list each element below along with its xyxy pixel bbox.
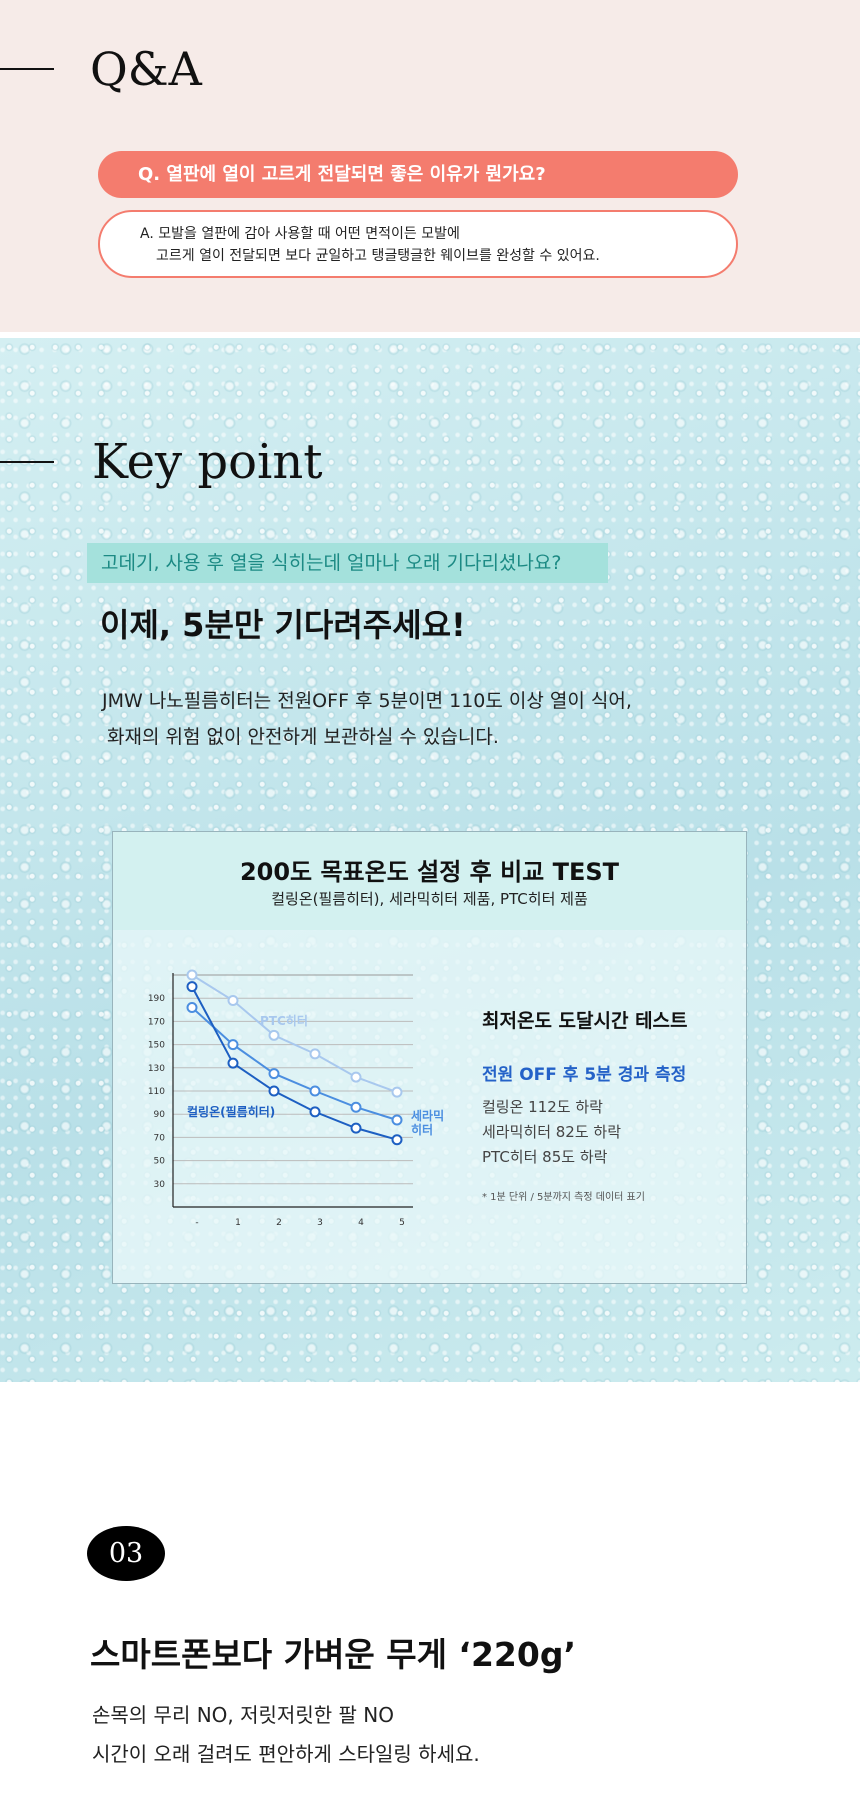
result-title: 최저온도 도달시간 테스트 bbox=[482, 1010, 688, 1032]
x-tick-label: 5 bbox=[399, 1218, 405, 1228]
point bbox=[186, 1001, 198, 1013]
result-subtitle: 전원 OFF 후 5분 경과 측정 bbox=[482, 1065, 687, 1085]
headline: 이제, 5분만 기다려주세요! bbox=[100, 606, 466, 644]
point bbox=[350, 1101, 362, 1113]
heading-rule bbox=[0, 461, 54, 463]
point bbox=[350, 1122, 362, 1134]
badge: 03 bbox=[87, 1526, 165, 1581]
y-tick-label: 170 bbox=[148, 1017, 165, 1027]
y-tick-label: 70 bbox=[154, 1133, 166, 1143]
key-point-heading: Key point bbox=[92, 434, 323, 490]
y-tick-label: 50 bbox=[154, 1157, 166, 1167]
series-label: PTC히터 bbox=[260, 1014, 308, 1028]
results: 컬링온 112도 하락 세라믹히터 82도 하락 PTC히터 85도 하락 bbox=[482, 1095, 621, 1170]
point bbox=[186, 969, 198, 981]
feature-body: 손목의 무리 NO, 저릿저릿한 팔 NO 시간이 오래 걸려도 편안하게 스타… bbox=[92, 1696, 480, 1774]
test-header bbox=[113, 832, 746, 930]
point bbox=[309, 1085, 321, 1097]
point bbox=[350, 1071, 362, 1083]
y-tick-label: 90 bbox=[154, 1110, 166, 1120]
body-line: 시간이 오래 걸려도 편안하게 스타일링 하세요. bbox=[92, 1742, 480, 1766]
point bbox=[309, 1048, 321, 1060]
answer: A. 모발을 열판에 감아 사용할 때 어떤 면적이든 모발에 고르게 열이 전… bbox=[98, 210, 738, 278]
highlight: 고데기, 사용 후 열을 식히는데 얼마나 오래 기다리셨나요? bbox=[87, 543, 608, 583]
result: PTC히터 85도 하락 bbox=[482, 1148, 608, 1166]
x-tick-label: - bbox=[195, 1218, 198, 1228]
answer-line: 고르게 열이 전달되면 보다 균일하고 탱글탱글한 웨이브를 완성할 수 있어요… bbox=[156, 248, 600, 264]
series-line bbox=[191, 1006, 398, 1121]
point bbox=[186, 981, 198, 993]
point bbox=[391, 1134, 403, 1146]
series-line bbox=[191, 986, 398, 1141]
question: Q. 열판에 열이 고르게 전달되면 좋은 이유가 뭔가요? bbox=[98, 151, 738, 198]
point bbox=[227, 995, 239, 1007]
body: JMW 나노필름히터는 전원OFF 후 5분이면 110도 이상 열이 식어, … bbox=[102, 683, 632, 755]
y-tick-label: 130 bbox=[148, 1064, 165, 1074]
qa-section: Q&A Q. 열판에 열이 고르게 전달되면 좋은 이유가 뭔가요? A. 모발… bbox=[0, 0, 860, 332]
x-tick-label: 3 bbox=[317, 1218, 323, 1228]
point bbox=[268, 1068, 280, 1080]
test-subtitle: 컬링온(필름히터), 세라믹히터 제품, PTC히터 제품 bbox=[271, 890, 588, 908]
result: 컬링온 112도 하락 bbox=[482, 1098, 603, 1116]
y-tick-label: 150 bbox=[148, 1041, 165, 1051]
point bbox=[268, 1029, 280, 1041]
x-tick-label: 4 bbox=[358, 1218, 364, 1228]
series-label: 컬링온(필름히터) bbox=[187, 1105, 276, 1119]
point bbox=[309, 1106, 321, 1118]
body-line: 화재의 위험 없이 안전하게 보관하실 수 있습니다. bbox=[107, 726, 499, 748]
point bbox=[391, 1086, 403, 1098]
qa-heading: Q&A bbox=[90, 42, 202, 96]
result: 세라믹히터 82도 하락 bbox=[482, 1123, 622, 1141]
y-tick-label: 30 bbox=[154, 1180, 166, 1190]
body-line: 손목의 무리 NO, 저릿저릿한 팔 NO bbox=[92, 1703, 394, 1727]
heading-rule bbox=[0, 68, 54, 70]
body-line: JMW 나노필름히터는 전원OFF 후 5분이면 110도 이상 열이 식어, bbox=[102, 690, 632, 712]
y-tick-label: 110 bbox=[148, 1087, 165, 1097]
test-title: 200도 목표온도 설정 후 비교 TEST bbox=[239, 858, 620, 886]
point bbox=[268, 1085, 280, 1097]
feature-headline: 스마트폰보다 가벼운 무게 ‘220g’ bbox=[90, 1635, 577, 1674]
note: * 1분 단위 / 5분까지 측정 데이터 표기 bbox=[482, 1192, 645, 1203]
y-tick-label: 190 bbox=[148, 994, 165, 1004]
x-tick-label: 2 bbox=[276, 1218, 282, 1228]
point bbox=[227, 1057, 239, 1069]
series-line bbox=[191, 974, 398, 1094]
answer-line: A. 모발을 열판에 감아 사용할 때 어떤 면적이든 모발에 bbox=[140, 226, 460, 242]
point bbox=[227, 1039, 239, 1051]
chart: 30 50 70 90 110 130 150 170 190 - 1 2 3 4 5 bbox=[148, 969, 413, 1228]
point bbox=[391, 1114, 403, 1126]
test-box: 200도 목표온도 설정 후 비교 TEST 컬링온(필름히터), 세라믹히터 … bbox=[112, 831, 747, 1284]
series-label: 세라믹 히터 bbox=[411, 1109, 445, 1137]
x-tick-label: 1 bbox=[235, 1218, 241, 1228]
